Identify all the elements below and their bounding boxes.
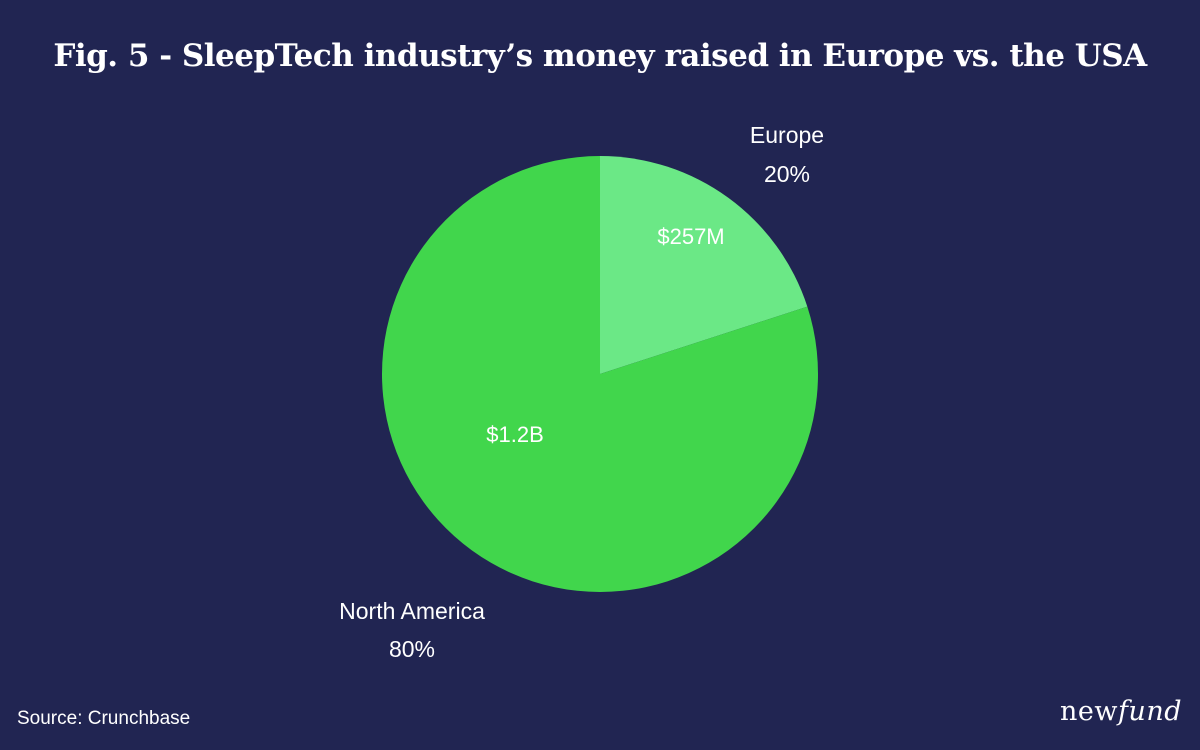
- source-note: Source: Crunchbase: [17, 708, 191, 729]
- pie-slice-north-america: [381, 156, 818, 593]
- logo-suffix: fund: [1117, 696, 1182, 727]
- pie-slice-europe: [600, 156, 808, 374]
- percent-label-north-america: 80%: [389, 636, 435, 662]
- value-label-europe: $257M: [657, 224, 724, 249]
- slice-label-north-america: North America: [339, 598, 485, 624]
- percent-label-europe: 20%: [764, 161, 810, 187]
- logo-prefix: new: [1059, 696, 1118, 727]
- slice-label-europe: Europe: [750, 122, 824, 148]
- chart-title: Fig. 5 - SleepTech industry’s money rais…: [53, 38, 1147, 74]
- newfund-logo: newfund: [1060, 696, 1182, 727]
- value-label-north-america: $1.2B: [486, 422, 544, 447]
